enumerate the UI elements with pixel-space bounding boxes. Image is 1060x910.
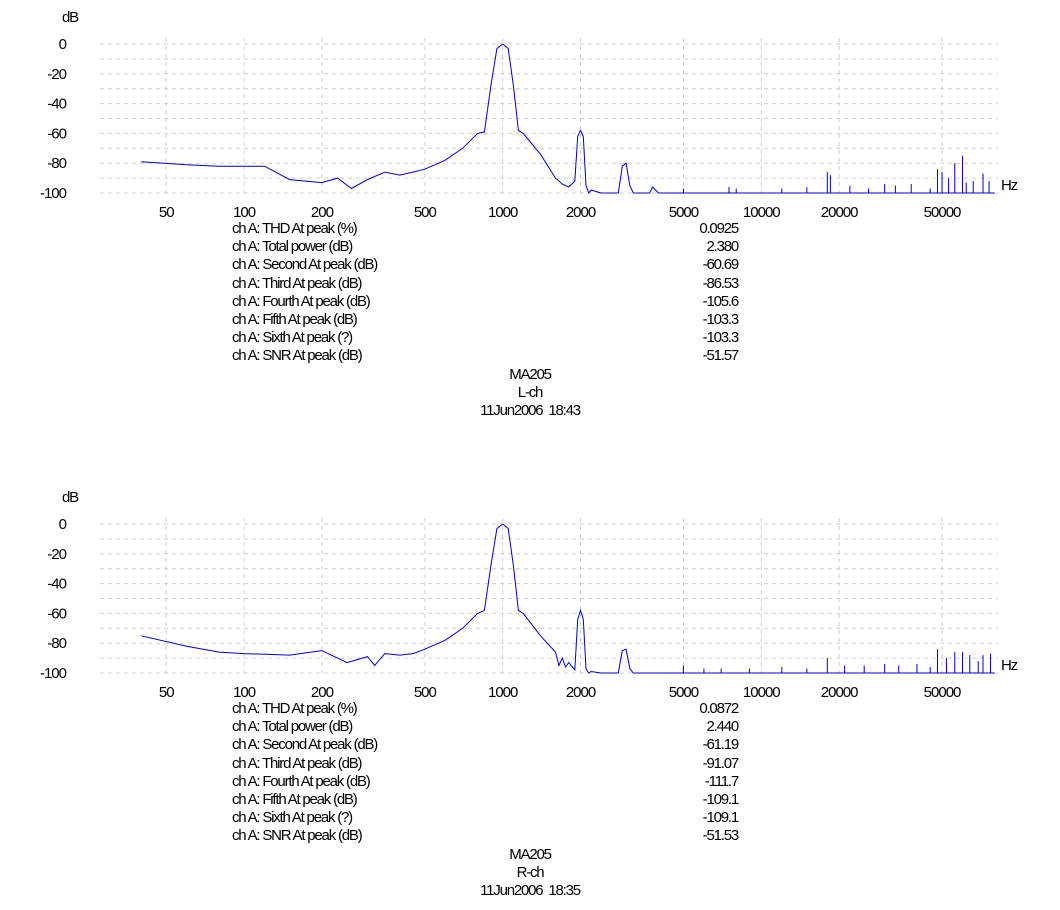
measurement-value: -103.3: [702, 329, 740, 347]
y-tick-label: 0: [59, 516, 67, 533]
caption-timestamp: 11Jun2006 18:35: [480, 882, 581, 899]
y-axis-label: dB: [62, 489, 79, 506]
measurement-value: -91.07: [702, 754, 740, 772]
spectrum-trace: [141, 43, 995, 194]
caption-channel: L-ch: [517, 384, 544, 401]
y-tick-label: -80: [47, 635, 66, 652]
x-tick-label: 10000: [743, 684, 780, 701]
measurement-value: 2.380: [706, 238, 739, 256]
measurement-name: ch A: SNR At peak (dB): [232, 347, 363, 365]
x-tick-label: 2000: [566, 684, 596, 701]
x-tick-label: 10000: [743, 204, 780, 221]
measurement-value: -109.1: [702, 790, 740, 808]
measurement-row: ch A: SNR At peak (dB) -51.53: [232, 827, 752, 845]
measurement-value: -86.53: [702, 274, 740, 292]
measurement-row: ch A: THD At peak (%) 0.0872: [232, 700, 752, 718]
caption-left: MA205 L-ch 11Jun2006 18:43: [330, 366, 730, 420]
x-tick-label: 500: [414, 204, 437, 221]
x-tick-label: 500: [414, 684, 437, 701]
measurement-row: ch A: Fourth At peak (dB) -111.7: [232, 773, 752, 791]
caption-model: MA205: [509, 366, 552, 383]
measurements-table-right: ch A: THD At peak (%) 0.0872 ch A: Total …: [232, 700, 752, 846]
y-tick-label: 0: [59, 36, 67, 53]
measurement-row: ch A: Second At peak (dB) -60.69: [232, 256, 752, 274]
measurement-value: -109.1: [702, 809, 740, 827]
measurement-value: -103.3: [702, 310, 740, 328]
x-tick-label: 50000: [924, 204, 961, 221]
measurement-value: 2.440: [706, 718, 739, 736]
x-tick-label: 200: [311, 204, 334, 221]
measurement-row: ch A: Fifth At peak (dB) -103.3: [232, 311, 752, 329]
y-tick-label: -20: [47, 66, 66, 83]
x-tick-label: 100: [233, 204, 256, 221]
y-tick-label: -40: [47, 96, 66, 113]
y-axis-label: dB: [62, 9, 79, 26]
y-tick-label: -80: [47, 155, 66, 172]
x-tick-label: 1000: [488, 204, 518, 221]
measurement-value: -61.19: [702, 736, 740, 754]
measurement-name: ch A: Total power (dB): [232, 238, 353, 256]
measurement-row: ch A: Total power (dB) 2.440: [232, 718, 752, 736]
measurement-name: ch A: Fourth At peak (dB): [232, 772, 371, 790]
spectrum-trace: [141, 523, 995, 674]
measurement-row: ch A: SNR At peak (dB) -51.57: [232, 347, 752, 365]
measurement-row: ch A: Sixth At peak (?) -103.3: [232, 329, 752, 347]
measurement-row: ch A: Fifth At peak (dB) -109.1: [232, 791, 752, 809]
measurement-name: ch A: Fifth At peak (dB): [232, 790, 358, 808]
x-tick-label: 50000: [924, 684, 961, 701]
measurement-row: ch A: Total power (dB) 2.380: [232, 238, 752, 256]
x-tick-label: 100: [233, 684, 256, 701]
measurement-row: ch A: Third At peak (dB) -91.07: [232, 755, 752, 773]
measurement-name: ch A: Second At peak (dB): [232, 256, 378, 274]
measurement-name: ch A: Fifth At peak (dB): [232, 310, 358, 328]
caption-model: MA205: [509, 846, 552, 863]
x-tick-label: 50: [159, 684, 174, 701]
x-tick-label: 20000: [821, 684, 858, 701]
measurement-row: ch A: THD At peak (%) 0.0925: [232, 220, 752, 238]
measurement-row: ch A: Sixth At peak (?) -109.1: [232, 809, 752, 827]
measurement-name: ch A: THD At peak (%): [232, 700, 358, 717]
caption-channel: R-ch: [516, 864, 545, 881]
x-tick-label: 5000: [669, 684, 699, 701]
y-tick-label: -100: [40, 665, 67, 682]
measurement-name: ch A: Third At peak (dB): [232, 754, 363, 772]
caption-right: MA205 R-ch 11Jun2006 18:35: [330, 846, 730, 900]
measurement-row: ch A: Second At peak (dB) -61.19: [232, 736, 752, 754]
measurement-name: ch A: Total power (dB): [232, 718, 353, 736]
y-tick-label: -100: [40, 185, 67, 202]
x-tick-label: 2000: [566, 204, 596, 221]
measurement-value: -51.53: [702, 827, 740, 845]
measurements-table-left: ch A: THD At peak (%) 0.0925 ch A: Total …: [232, 220, 752, 366]
x-axis-label: Hz: [1001, 177, 1018, 194]
y-tick-label: -40: [47, 576, 66, 593]
measurement-name: ch A: Sixth At peak (?): [232, 329, 353, 347]
measurement-name: ch A: SNR At peak (dB): [232, 827, 363, 845]
measurement-value: 0.0872: [699, 700, 739, 717]
measurement-value: 0.0925: [699, 220, 739, 237]
measurement-name: ch A: Sixth At peak (?): [232, 809, 353, 827]
x-tick-label: 200: [311, 684, 334, 701]
y-tick-label: -60: [47, 605, 66, 622]
measurement-row: ch A: Fourth At peak (dB) -105.6: [232, 293, 752, 311]
measurement-name: ch A: Fourth At peak (dB): [232, 292, 371, 310]
x-axis-label: Hz: [1001, 657, 1018, 674]
measurement-name: ch A: Third At peak (dB): [232, 274, 363, 292]
x-tick-label: 1000: [488, 684, 518, 701]
x-tick-label: 5000: [669, 204, 699, 221]
measurement-value: -51.57: [702, 347, 740, 365]
measurement-value: -60.69: [702, 256, 740, 274]
measurement-value: -105.6: [702, 292, 740, 310]
caption-timestamp: 11Jun2006 18:43: [480, 402, 581, 419]
measurement-value: -111.7: [704, 772, 739, 790]
measurement-name: ch A: Second At peak (dB): [232, 736, 378, 754]
x-tick-label: 50: [159, 204, 174, 221]
y-tick-label: -20: [47, 546, 66, 563]
y-tick-label: -60: [47, 125, 66, 142]
measurement-row: ch A: Third At peak (dB) -86.53: [232, 275, 752, 293]
x-tick-label: 20000: [821, 204, 858, 221]
measurement-name: ch A: THD At peak (%): [232, 220, 358, 237]
